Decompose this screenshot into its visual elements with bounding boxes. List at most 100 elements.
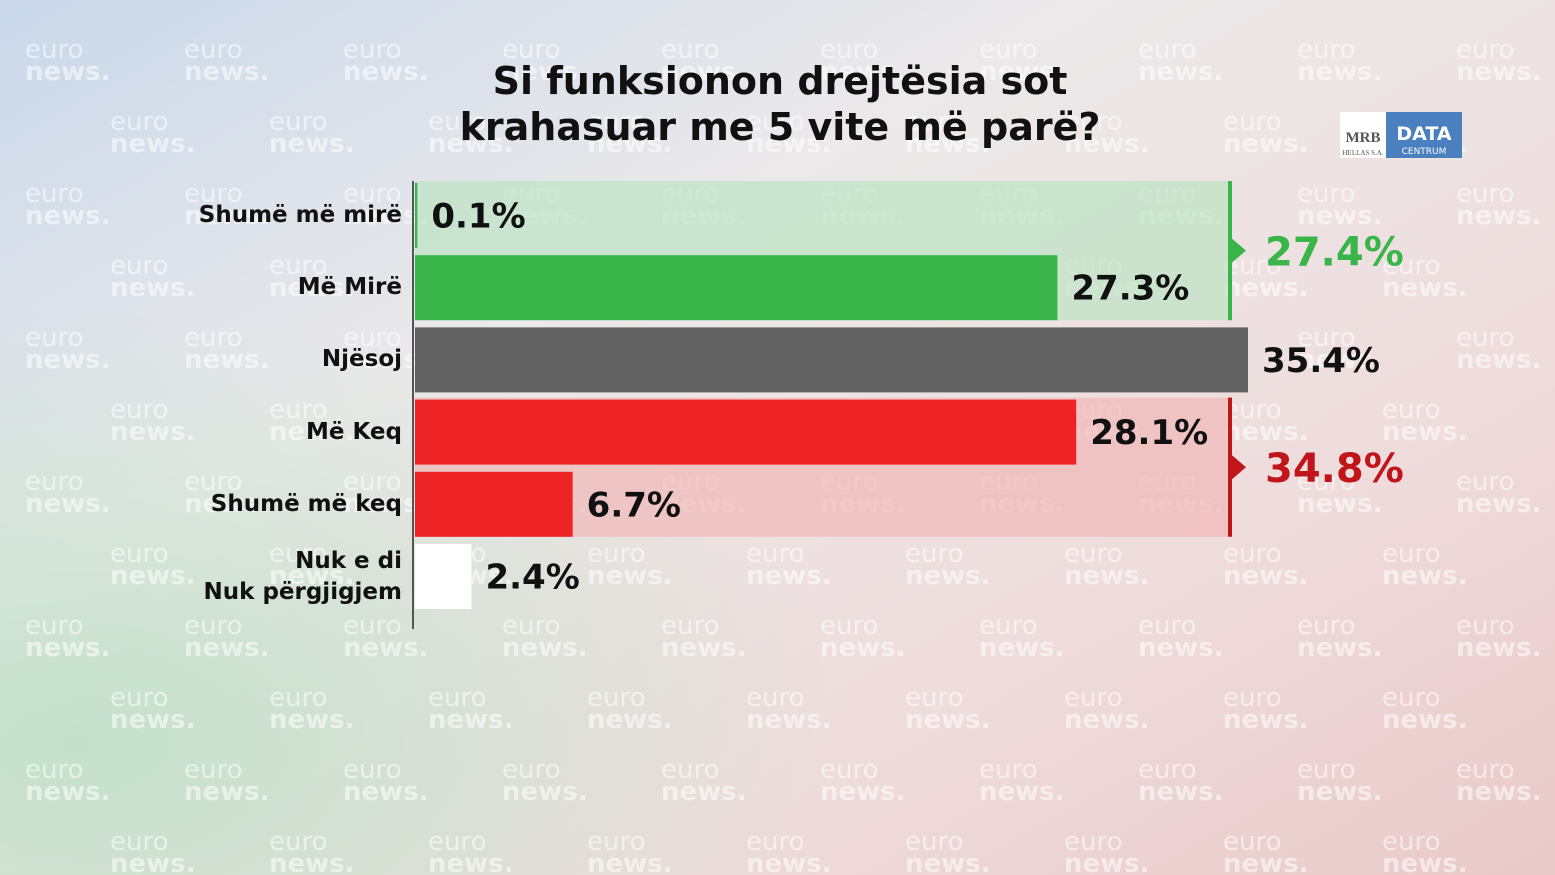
watermark: euro (1223, 683, 1282, 713)
watermark: news. (184, 777, 270, 807)
watermark: euro (746, 539, 805, 569)
bar (415, 327, 1248, 393)
watermark: news. (1382, 417, 1468, 447)
category-label: Nuk e di Nuk përgjigjem (203, 547, 402, 605)
watermark: euro (587, 683, 646, 713)
watermark: euro (184, 755, 243, 785)
watermark: euro (269, 683, 328, 713)
watermark: news. (110, 849, 196, 875)
watermark: euro (587, 107, 646, 137)
watermark: euro (979, 35, 1038, 65)
chart-title: Si funksionon drejtësia sot krahasuar me… (459, 59, 1101, 149)
watermark: news. (1382, 849, 1468, 875)
watermark: news. (502, 57, 588, 87)
value-label: 27.3% (1071, 269, 1189, 309)
watermark: news. (1223, 417, 1309, 447)
bar (415, 471, 573, 537)
watermark: euro (1456, 467, 1515, 497)
watermark: euro (1297, 323, 1356, 353)
watermark: news. (1456, 57, 1542, 87)
watermark: news. (1223, 129, 1309, 159)
logo: MRB HELLAS S.A. DATA CENTRUM (1340, 112, 1462, 158)
watermark: euro (1223, 107, 1282, 137)
watermark: euro (1223, 539, 1282, 569)
value-label: 35.4% (1262, 341, 1380, 381)
watermark: euro (1064, 107, 1123, 137)
watermark: euro (110, 827, 169, 857)
value-label: 6.7% (587, 485, 681, 525)
watermark: euro (1456, 179, 1515, 209)
watermark: news. (25, 201, 111, 231)
watermark: euro (905, 107, 964, 137)
watermark: news. (979, 633, 1065, 663)
watermark: euro (1456, 35, 1515, 65)
watermark: news. (1223, 561, 1309, 591)
watermark: euro (587, 827, 646, 857)
watermark: euro (25, 35, 84, 65)
watermark: news. (1382, 705, 1468, 735)
watermark: news. (343, 633, 429, 663)
bar (415, 399, 1077, 465)
watermark: news. (502, 777, 588, 807)
watermark: news. (428, 849, 514, 875)
watermark: news. (25, 345, 111, 375)
watermark: euro (428, 827, 487, 857)
watermark: news. (110, 273, 196, 303)
watermark: euro (746, 107, 805, 137)
watermark: euro (184, 467, 243, 497)
watermark: news. (343, 57, 429, 87)
watermark: euro (661, 611, 720, 641)
watermark: news. (110, 705, 196, 735)
watermark: news. (587, 561, 673, 591)
watermark: news. (587, 849, 673, 875)
watermark: euro (502, 755, 561, 785)
watermark: euro (1223, 827, 1282, 857)
category-label: Njësoj (321, 346, 402, 373)
watermark: euro (1456, 323, 1515, 353)
watermark: news. (184, 489, 270, 519)
watermark: news. (746, 849, 832, 875)
watermark: news. (25, 777, 111, 807)
bar (415, 544, 472, 609)
watermark: news. (1456, 633, 1542, 663)
watermark: news. (1064, 129, 1150, 159)
watermark: euro (820, 611, 879, 641)
category-label: Më Keq (306, 418, 402, 445)
bar (415, 183, 418, 248)
watermark: news. (1456, 489, 1542, 519)
watermark: news. (1138, 777, 1224, 807)
watermark: news. (1297, 777, 1383, 807)
watermark: news. (746, 705, 832, 735)
watermark: euro (820, 755, 879, 785)
watermark: euro (979, 611, 1038, 641)
watermark: news. (979, 57, 1065, 87)
watermark: euro (1456, 611, 1515, 641)
watermark: euro (905, 827, 964, 857)
watermark: euro (1297, 611, 1356, 641)
bracket-arrow (1232, 238, 1246, 263)
watermark: news. (343, 489, 429, 519)
watermark: news. (1456, 201, 1542, 231)
watermark: euro (1064, 827, 1123, 857)
category-label: Shumë më mirë (198, 202, 402, 228)
watermark: euro (269, 395, 328, 425)
value-label: 2.4% (485, 558, 579, 598)
bracket-arrow (1232, 455, 1246, 480)
watermark: euro (25, 179, 84, 209)
watermark: euro (1297, 35, 1356, 65)
watermark: news. (746, 129, 832, 159)
bar (415, 255, 1058, 321)
watermark: news. (1223, 705, 1309, 735)
watermark: euro (1138, 755, 1197, 785)
watermark: news. (1456, 345, 1542, 375)
watermark: news. (502, 633, 588, 663)
logo-text: HELLAS S.A. (1342, 149, 1383, 157)
value-label: 0.1% (431, 197, 525, 237)
watermark: news. (269, 705, 355, 735)
watermark: news. (110, 129, 196, 159)
watermark: news. (905, 561, 991, 591)
watermark: news. (1456, 777, 1542, 807)
watermark: euro (1138, 35, 1197, 65)
watermark: news. (1138, 57, 1224, 87)
